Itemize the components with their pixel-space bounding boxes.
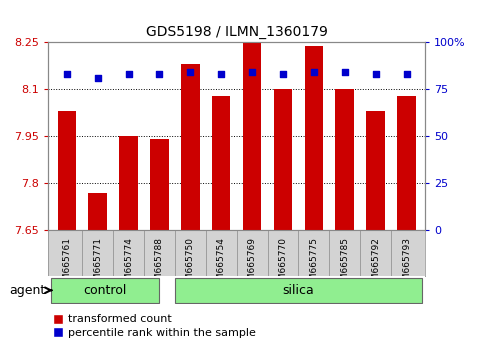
Text: GSM665774: GSM665774 xyxy=(124,237,133,292)
Point xyxy=(341,70,349,75)
Point xyxy=(217,72,225,77)
Title: GDS5198 / ILMN_1360179: GDS5198 / ILMN_1360179 xyxy=(146,25,327,39)
Text: agent: agent xyxy=(10,284,46,297)
Point xyxy=(156,72,163,77)
Text: GSM665771: GSM665771 xyxy=(93,237,102,292)
Bar xyxy=(397,96,416,230)
Point xyxy=(279,72,287,77)
Point xyxy=(403,72,411,77)
Text: silica: silica xyxy=(283,284,314,297)
Bar xyxy=(243,42,261,230)
Text: GSM665785: GSM665785 xyxy=(340,237,349,292)
Bar xyxy=(150,139,169,230)
Bar xyxy=(212,96,230,230)
Bar xyxy=(181,64,199,230)
Text: GSM665775: GSM665775 xyxy=(310,237,318,292)
Bar xyxy=(336,90,354,230)
Bar xyxy=(305,46,323,230)
Bar xyxy=(274,90,292,230)
Text: control: control xyxy=(84,284,127,297)
Point xyxy=(310,70,318,75)
Bar xyxy=(88,193,107,230)
Point xyxy=(186,70,194,75)
Point xyxy=(372,72,380,77)
Bar xyxy=(119,136,138,230)
Legend: transformed count, percentile rank within the sample: transformed count, percentile rank withi… xyxy=(49,310,260,342)
Text: GSM665761: GSM665761 xyxy=(62,237,71,292)
Point xyxy=(94,75,101,81)
Bar xyxy=(51,278,159,303)
Text: GSM665750: GSM665750 xyxy=(186,237,195,292)
Point xyxy=(125,72,132,77)
Text: GSM665793: GSM665793 xyxy=(402,237,411,292)
Text: GSM665754: GSM665754 xyxy=(217,237,226,292)
Text: GSM665769: GSM665769 xyxy=(248,237,256,292)
Text: GSM665770: GSM665770 xyxy=(279,237,287,292)
Bar xyxy=(175,278,422,303)
Point xyxy=(63,72,71,77)
Bar xyxy=(367,111,385,230)
Text: GSM665792: GSM665792 xyxy=(371,237,380,292)
Text: GSM665788: GSM665788 xyxy=(155,237,164,292)
Point xyxy=(248,70,256,75)
Bar xyxy=(57,111,76,230)
